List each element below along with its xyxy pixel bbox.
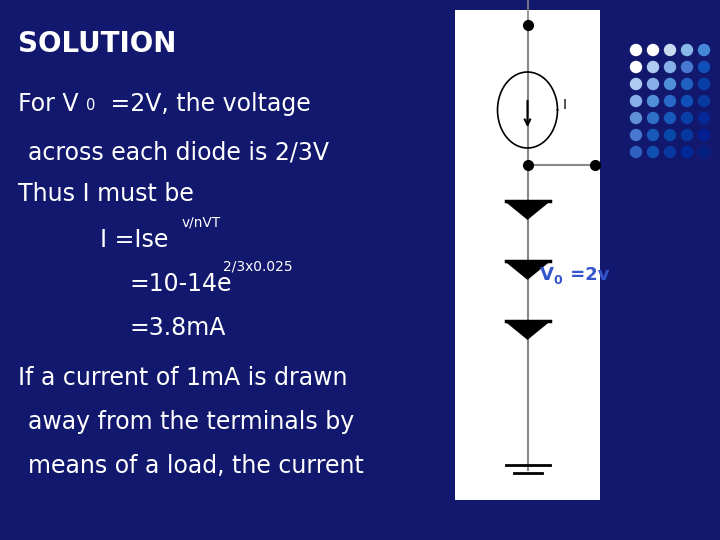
Circle shape	[698, 44, 709, 56]
Text: I: I	[562, 98, 567, 112]
Text: SOLUTION: SOLUTION	[18, 30, 176, 58]
Circle shape	[665, 96, 675, 106]
Text: =2v: =2v	[564, 266, 609, 284]
Polygon shape	[505, 261, 549, 279]
Text: across each diode is 2/3V: across each diode is 2/3V	[28, 140, 329, 164]
Circle shape	[665, 78, 675, 90]
Circle shape	[647, 62, 659, 72]
Text: away from the terminals by: away from the terminals by	[28, 410, 354, 434]
Circle shape	[665, 62, 675, 72]
Circle shape	[665, 112, 675, 124]
Circle shape	[647, 78, 659, 90]
Circle shape	[647, 96, 659, 106]
Circle shape	[682, 96, 693, 106]
Text: 0: 0	[554, 273, 562, 287]
Circle shape	[682, 146, 693, 158]
Circle shape	[631, 146, 642, 158]
Circle shape	[682, 78, 693, 90]
Text: V: V	[539, 266, 554, 284]
Text: I =Ise: I =Ise	[100, 228, 168, 252]
Circle shape	[665, 44, 675, 56]
Circle shape	[631, 130, 642, 140]
Circle shape	[665, 130, 675, 140]
Circle shape	[698, 96, 709, 106]
Text: means of a load, the current: means of a load, the current	[28, 454, 364, 478]
Text: 0: 0	[86, 98, 95, 113]
Circle shape	[698, 62, 709, 72]
Text: For V: For V	[18, 92, 78, 116]
Circle shape	[682, 62, 693, 72]
Circle shape	[631, 96, 642, 106]
Circle shape	[698, 78, 709, 90]
Circle shape	[631, 62, 642, 72]
Text: v/nVT: v/nVT	[182, 216, 221, 230]
Text: =2V, the voltage: =2V, the voltage	[103, 92, 311, 116]
Polygon shape	[505, 321, 549, 339]
Circle shape	[682, 44, 693, 56]
Text: Thus I must be: Thus I must be	[18, 182, 194, 206]
Text: 2/3x0.025: 2/3x0.025	[223, 260, 292, 274]
Circle shape	[665, 146, 675, 158]
Circle shape	[647, 44, 659, 56]
Circle shape	[631, 112, 642, 124]
Circle shape	[647, 130, 659, 140]
Circle shape	[682, 112, 693, 124]
Text: =10-14e: =10-14e	[130, 272, 233, 296]
FancyBboxPatch shape	[455, 10, 600, 500]
Circle shape	[682, 130, 693, 140]
Circle shape	[698, 130, 709, 140]
Circle shape	[631, 78, 642, 90]
Circle shape	[647, 112, 659, 124]
Circle shape	[631, 44, 642, 56]
Text: =3.8mA: =3.8mA	[130, 316, 226, 340]
Text: If a current of 1mA is drawn: If a current of 1mA is drawn	[18, 366, 348, 390]
Circle shape	[698, 112, 709, 124]
Circle shape	[698, 146, 709, 158]
Polygon shape	[505, 201, 549, 219]
Circle shape	[647, 146, 659, 158]
